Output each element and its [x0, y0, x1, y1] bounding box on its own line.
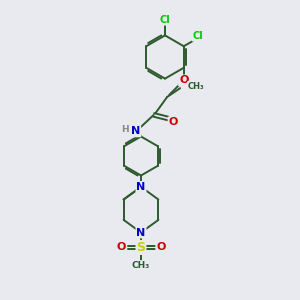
Text: O: O	[179, 75, 188, 85]
Text: CH₃: CH₃	[132, 261, 150, 270]
Text: O: O	[169, 117, 178, 128]
Text: N: N	[136, 182, 146, 192]
Text: Cl: Cl	[160, 15, 170, 25]
Text: H: H	[122, 125, 129, 134]
Text: CH₃: CH₃	[188, 82, 204, 91]
Text: N: N	[136, 227, 146, 238]
Text: N: N	[131, 126, 140, 136]
Text: O: O	[116, 242, 126, 253]
Text: S: S	[136, 241, 146, 254]
Text: Cl: Cl	[192, 31, 203, 41]
Text: O: O	[156, 242, 166, 253]
